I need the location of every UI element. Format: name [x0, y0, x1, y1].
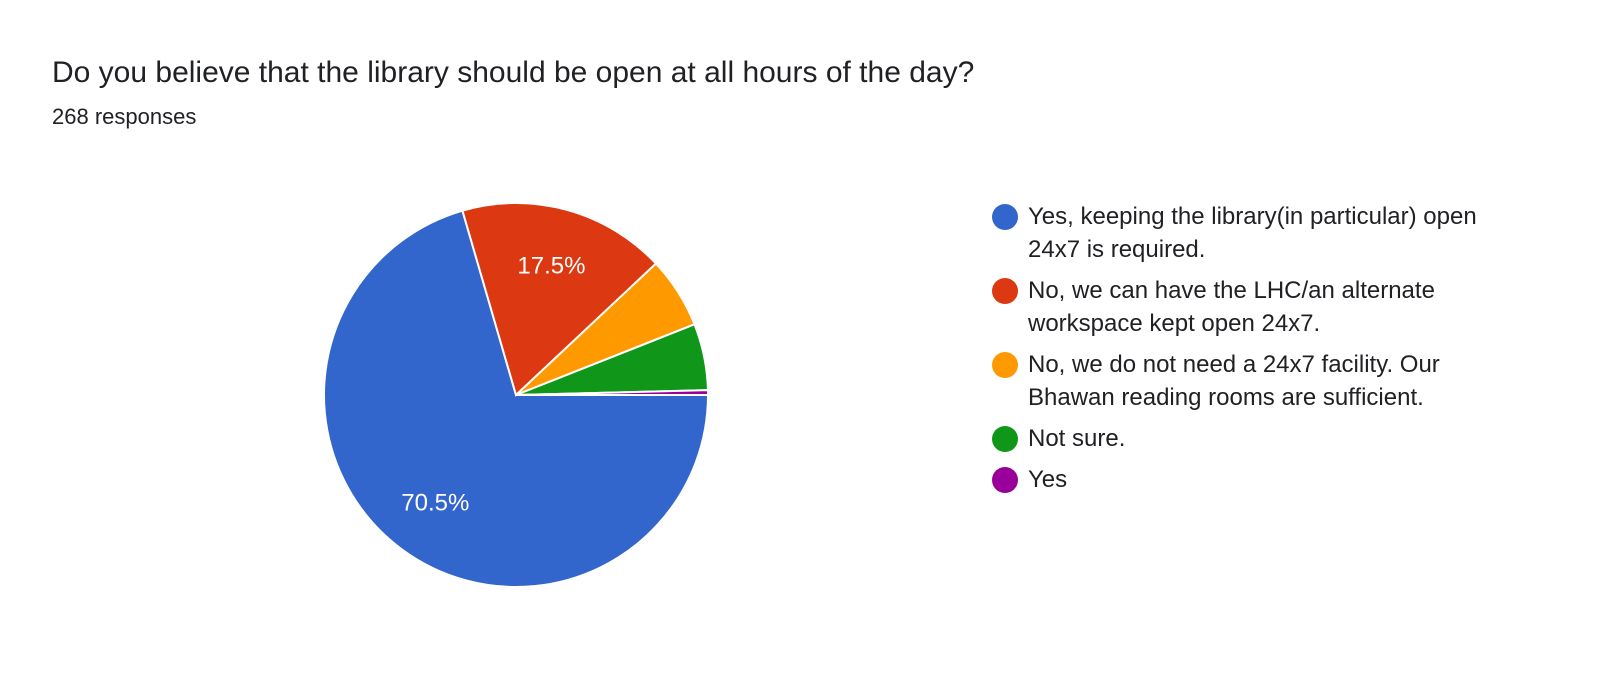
slice-label-1: 17.5% [517, 252, 585, 279]
legend-item[interactable]: No, we can have the LHC/an alternate wor… [992, 274, 1512, 340]
pie-slice-0[interactable] [323, 209, 710, 588]
legend-item[interactable]: Not sure. [992, 422, 1512, 455]
slice-label-0: 70.5% [401, 489, 469, 516]
pie-slice-1[interactable] [461, 202, 658, 397]
response-count: 268 responses [52, 104, 197, 129]
legend-label: Yes, keeping the library(in particular) … [1028, 203, 1477, 263]
legend-label: Yes [1028, 466, 1068, 493]
legend-color-dot-icon [992, 467, 1018, 493]
legend-color-dot-icon [992, 204, 1018, 230]
legend-label: No, we can have the LHC/an alternate wor… [1028, 277, 1435, 337]
legend: Yes, keeping the library(in particular) … [992, 200, 1512, 504]
legend-item[interactable]: Yes [992, 463, 1512, 496]
legend-label: No, we do not need a 24x7 facility. Our … [1028, 351, 1440, 411]
legend-label: Not sure. [1028, 425, 1126, 452]
legend-item[interactable]: Yes, keeping the library(in particular) … [992, 200, 1512, 266]
pie-slice-4[interactable] [515, 389, 710, 396]
legend-color-dot-icon [992, 426, 1018, 452]
chart-title: Do you believe that the library should b… [52, 56, 975, 89]
legend-color-dot-icon [992, 352, 1018, 378]
legend-item[interactable]: No, we do not need a 24x7 facility. Our … [992, 348, 1512, 414]
legend-color-dot-icon [992, 278, 1018, 304]
